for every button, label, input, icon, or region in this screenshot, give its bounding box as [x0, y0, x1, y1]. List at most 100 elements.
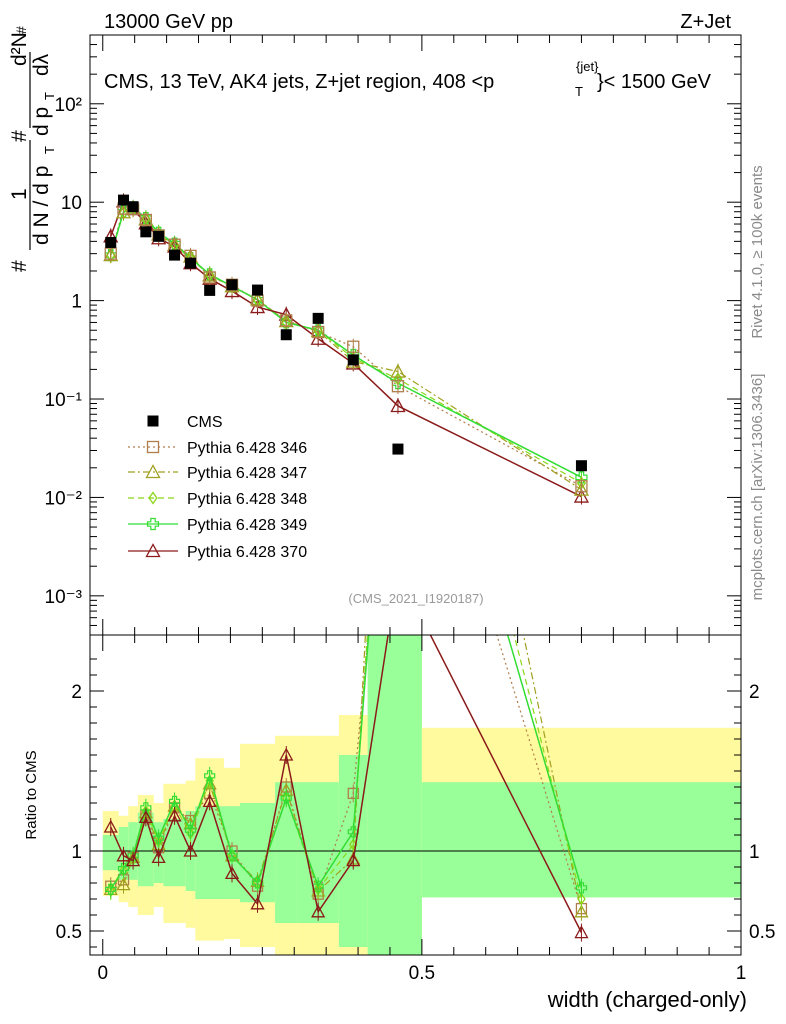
mc-point	[575, 480, 588, 493]
ratio-stat-band	[367, 635, 422, 955]
mc-point	[280, 314, 293, 327]
legend-label: Pythia 6.428 346	[187, 440, 307, 457]
mc-point	[575, 471, 588, 484]
mc-point	[391, 380, 405, 393]
ylabel-one: 1	[8, 188, 31, 200]
ratio-line	[110, 635, 583, 900]
ratio-point	[138, 810, 153, 824]
ratio-point	[279, 747, 294, 761]
ylabel-dlambda: dλ	[30, 53, 53, 76]
cms-data-point	[392, 443, 404, 455]
mc-point	[310, 330, 326, 345]
legend: CMS Pythia 6.428 346 Pythia 6.428 347 Pythi…	[128, 414, 307, 561]
ratio-point	[347, 826, 359, 838]
cms-data-point	[153, 230, 165, 242]
plot-title: CMS, 13 TeV, AK4 jets, Z+jet region, 408…	[104, 59, 712, 99]
ratio-point	[153, 832, 165, 844]
cms-data-point	[252, 284, 264, 296]
y-tick-label: 10⁻¹	[45, 390, 83, 411]
ratio-point	[140, 802, 152, 814]
x-tick-label: 0.5	[409, 963, 435, 984]
ylabel-t2: T	[42, 92, 57, 100]
mc-point	[347, 340, 360, 353]
ylabel-hash-1: #	[8, 260, 31, 272]
ratio-y-tick-label: 1	[71, 842, 82, 863]
ratio-point	[105, 883, 117, 896]
ratio-point	[251, 877, 264, 889]
ylabel-hash-2: #	[8, 130, 31, 142]
cms-data-point	[226, 279, 238, 291]
cms-data-point	[185, 257, 197, 269]
ylabel-dpt: d p	[30, 107, 53, 136]
ratio-y-label: Ratio to CMS	[23, 750, 40, 839]
y-tick-label: 10⁻²	[45, 488, 83, 509]
ratio-point	[125, 853, 141, 867]
main-line	[110, 200, 582, 498]
ylabel-t: T	[42, 146, 57, 154]
mc-point	[573, 488, 590, 503]
main-line	[110, 206, 582, 479]
y-tick-label: 10⁻³	[45, 587, 83, 608]
ratio-point	[204, 770, 216, 782]
legend-label: Pythia 6.428 349	[187, 517, 307, 534]
ratio-point	[577, 892, 586, 906]
x-tick-label: 0	[97, 963, 108, 984]
x-axis-label: width (charged-only)	[547, 987, 747, 1012]
main-series	[103, 193, 590, 505]
ratio-point	[224, 866, 240, 880]
legend-label: Pythia 6.428 347	[187, 465, 307, 482]
rivet-version: Rivet 4.1.0, ≥ 100k events	[749, 165, 766, 338]
ratio-point	[202, 794, 217, 808]
ratio-point	[575, 882, 588, 894]
mc-point	[139, 213, 152, 227]
cms-data-point	[575, 460, 587, 472]
legend-marker	[147, 415, 159, 427]
ratio-y-tick-label: 2	[71, 682, 82, 703]
analysis-id: (CMS_2021_I1920187)	[348, 591, 483, 606]
ratio-point	[347, 787, 359, 800]
y-tick-label: 10²	[55, 95, 82, 116]
ylabel-d2n: d²N	[8, 32, 31, 66]
ratio-point	[116, 848, 131, 862]
header-right: Z+Jet	[680, 11, 731, 33]
ratio-y-tick-label-right: 0.5	[749, 922, 775, 943]
ratio-stat-band	[163, 819, 186, 887]
ratio-point	[574, 925, 589, 939]
ratio-point	[574, 904, 589, 918]
ratio-stat-band	[195, 806, 225, 899]
ratio-point	[250, 896, 265, 910]
y-axis-label-top: # 1 d N / d p T # d²N d p T dλ #	[8, 26, 57, 272]
cms-data-point	[347, 354, 359, 366]
mc-point	[203, 271, 216, 284]
ratio-point	[103, 819, 118, 833]
cms-data-point	[169, 249, 181, 261]
ratio-bands	[90, 635, 741, 955]
legend-label: Pythia 6.428 370	[187, 544, 307, 561]
ratio-point	[183, 843, 198, 857]
ylabel-dn: d N / d p	[30, 166, 53, 245]
ratio-stat-band	[102, 835, 119, 871]
mc-point	[390, 363, 406, 378]
mc-point	[104, 247, 117, 260]
ratio-point	[167, 808, 182, 822]
ratio-point	[280, 792, 292, 804]
ylabel-hash-3: #	[13, 26, 29, 34]
ratio-y-tick-label-right: 1	[749, 842, 760, 863]
y-tick-label: 10	[61, 193, 82, 214]
ratio-y-tick-label: 0.5	[56, 922, 82, 943]
header-left: 13000 GeV pp	[104, 11, 233, 33]
legend-marker	[145, 464, 161, 479]
legend-label: Pythia 6.428 348	[187, 491, 307, 508]
ratio-point	[184, 824, 197, 836]
main-series-layer	[103, 193, 590, 505]
ratio-point	[311, 904, 326, 918]
plot-title-end: }< 1500 GeV	[597, 71, 712, 93]
cms-data-point	[140, 226, 152, 238]
cms-data-point	[105, 236, 117, 248]
ratio-panel	[90, 635, 741, 955]
cms-data-point	[118, 194, 130, 206]
cms-data-point	[312, 312, 324, 324]
ratio-point	[168, 795, 181, 808]
ratio-point	[116, 877, 131, 891]
